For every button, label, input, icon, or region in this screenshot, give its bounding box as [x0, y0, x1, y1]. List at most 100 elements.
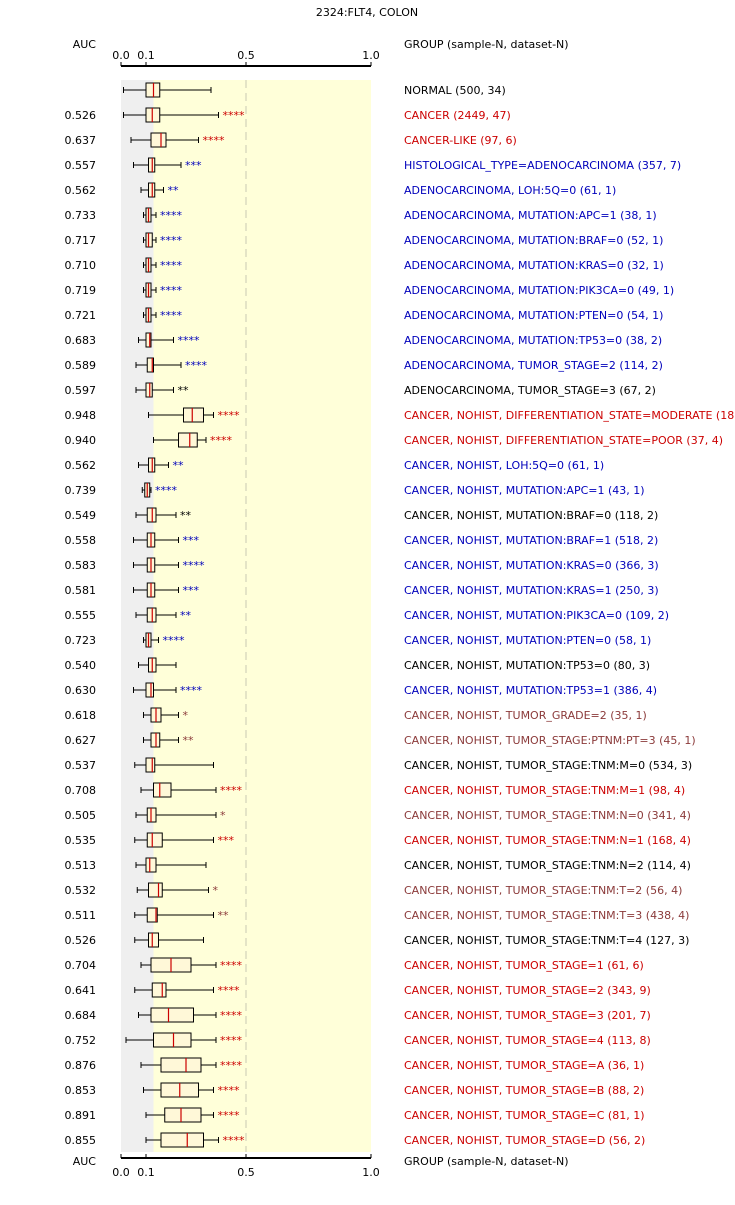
group-label: CANCER, NOHIST, TUMOR_STAGE=B (88, 2) — [404, 1084, 644, 1097]
box-row: ** 0.562 CANCER, NOHIST, LOH:5Q=0 (61, 1) — [65, 457, 604, 473]
significance-stars: **** — [185, 359, 208, 372]
iqr-box — [150, 1007, 194, 1023]
iqr-box — [145, 382, 153, 398]
iqr-box — [145, 857, 157, 873]
significance-stars: **** — [220, 784, 243, 797]
box-row: * 0.532 CANCER, NOHIST, TUMOR_STAGE:TNM:T=… — [65, 882, 682, 898]
box-row: **** 0.717 ADENOCARCINOMA, MUTATION:BRAF=0… — [65, 232, 663, 248]
highlight-region — [153, 80, 371, 1152]
auc-value: 0.513 — [65, 859, 97, 872]
significance-stars: **** — [220, 1059, 243, 1072]
group-label: CANCER-LIKE (97, 6) — [404, 134, 517, 147]
group-label: ADENOCARCINOMA, LOH:5Q=0 (61, 1) — [404, 184, 616, 197]
iqr-box — [146, 832, 163, 848]
bottom-axis-tick-label: 0.5 — [237, 1166, 255, 1179]
box-row: ** 0.549 CANCER, NOHIST, MUTATION:BRAF=0 (… — [65, 507, 658, 523]
auc-value: 0.637 — [65, 134, 97, 147]
group-label: ADENOCARCINOMA, MUTATION:BRAF=0 (52, 1) — [404, 234, 663, 247]
group-label: CANCER, NOHIST, MUTATION:TP53=1 (386, 4) — [404, 684, 657, 697]
auc-value: 0.641 — [65, 984, 97, 997]
chart-title: 2324:FLT4, COLON — [316, 6, 418, 19]
group-label: CANCER, NOHIST, TUMOR_STAGE:TNM:T=4 (127… — [404, 934, 689, 947]
auc-value: 0.940 — [65, 434, 97, 447]
significance-stars: ** — [180, 509, 192, 522]
box-row: **** 0.876 CANCER, NOHIST, TUMOR_STAGE=A (… — [65, 1057, 644, 1073]
auc-value: 0.562 — [65, 459, 97, 472]
iqr-box — [148, 882, 163, 898]
box-row: 0.537 CANCER, NOHIST, TUMOR_STAGE:TNM:M=0… — [65, 757, 692, 773]
significance-stars: **** — [183, 559, 206, 572]
significance-stars: **** — [160, 259, 183, 272]
auc-value: 0.752 — [65, 1034, 97, 1047]
auc-value: 0.739 — [65, 484, 97, 497]
iqr-box — [148, 182, 156, 198]
iqr-box — [146, 607, 157, 623]
significance-stars: **** — [220, 959, 243, 972]
auc-value: 0.540 — [65, 659, 97, 672]
significance-stars: **** — [203, 134, 226, 147]
significance-stars: **** — [160, 284, 183, 297]
group-label: CANCER, NOHIST, TUMOR_STAGE=3 (201, 7) — [404, 1009, 651, 1022]
significance-stars: ** — [183, 734, 195, 747]
iqr-box — [145, 107, 161, 123]
box-row: **** 0.641 CANCER, NOHIST, TUMOR_STAGE=2 (… — [65, 982, 651, 998]
group-label: CANCER, NOHIST, MUTATION:BRAF=0 (118, 2) — [404, 509, 658, 522]
significance-stars: **** — [178, 334, 201, 347]
iqr-box — [151, 982, 167, 998]
bottom-axis-tick-label: 0.1 — [137, 1166, 155, 1179]
box-row: ** 0.511 CANCER, NOHIST, TUMOR_STAGE:TNM:T… — [65, 907, 689, 923]
iqr-box — [145, 757, 156, 773]
significance-stars: **** — [220, 1009, 243, 1022]
significance-stars: **** — [223, 1134, 246, 1147]
iqr-box — [148, 457, 156, 473]
auc-value: 0.581 — [65, 584, 97, 597]
iqr-box — [160, 1132, 204, 1148]
group-label: CANCER, NOHIST, DIFFERENTIATION_STATE=MO… — [404, 409, 735, 422]
box-row: 0.513 CANCER, NOHIST, TUMOR_STAGE:TNM:N=2… — [65, 857, 691, 873]
top-axis-tick-label: 0.5 — [237, 49, 255, 62]
group-label: CANCER, NOHIST, TUMOR_STAGE:TNM:T=3 (438… — [404, 909, 689, 922]
box-row: **** 0.683 ADENOCARCINOMA, MUTATION:TP53=0… — [65, 332, 662, 348]
group-label: CANCER, NOHIST, TUMOR_STAGE:TNM:N=0 (341… — [404, 809, 691, 822]
box-row: **** 0.733 ADENOCARCINOMA, MUTATION:APC=1 … — [65, 207, 657, 223]
iqr-box — [145, 682, 154, 698]
auc-value: 0.723 — [65, 634, 97, 647]
significance-stars: *** — [183, 584, 200, 597]
significance-stars: **** — [160, 234, 183, 247]
box-row: **** 0.723 CANCER, NOHIST, MUTATION:PTEN=0… — [65, 632, 651, 648]
group-label: CANCER, NOHIST, TUMOR_STAGE=A (36, 1) — [404, 1059, 644, 1072]
auc-value: 0.853 — [65, 1084, 97, 1097]
auc-header-label: AUC — [73, 38, 97, 51]
group-label: HISTOLOGICAL_TYPE=ADENOCARCINOMA (357, 7… — [404, 159, 681, 172]
group-label: CANCER, NOHIST, TUMOR_STAGE=4 (113, 8) — [404, 1034, 651, 1047]
box-row: **** 0.526 CANCER (2449, 47) — [65, 107, 511, 123]
group-label: CANCER, NOHIST, TUMOR_STAGE:TNM:N=2 (114… — [404, 859, 691, 872]
significance-stars: * — [220, 809, 226, 822]
auc-value: 0.526 — [65, 934, 97, 947]
auc-value: 0.583 — [65, 559, 97, 572]
significance-stars: ** — [168, 184, 180, 197]
box-row: **** 0.704 CANCER, NOHIST, TUMOR_STAGE=1 (… — [65, 957, 644, 973]
auc-footer-label: AUC — [73, 1155, 97, 1168]
box-row: **** 0.853 CANCER, NOHIST, TUMOR_STAGE=B (… — [65, 1082, 644, 1098]
box-row: ** 0.562 ADENOCARCINOMA, LOH:5Q=0 (61, 1) — [65, 182, 616, 198]
auc-value: 0.876 — [65, 1059, 97, 1072]
auc-value: 0.589 — [65, 359, 97, 372]
significance-stars: *** — [185, 159, 202, 172]
iqr-box — [178, 432, 198, 448]
significance-stars: ** — [218, 909, 230, 922]
significance-stars: * — [183, 709, 189, 722]
group-label: CANCER, NOHIST, MUTATION:APC=1 (43, 1) — [404, 484, 645, 497]
bottom-axis-tick-label: 1.0 — [362, 1166, 380, 1179]
box-row: ** 0.627 CANCER, NOHIST, TUMOR_STAGE:PTNM:… — [65, 732, 696, 748]
significance-stars: ** — [173, 459, 185, 472]
box-row: *** 0.535 CANCER, NOHIST, TUMOR_STAGE:TNM:… — [65, 832, 691, 848]
auc-value: 0.683 — [65, 334, 97, 347]
significance-stars: **** — [210, 434, 233, 447]
significance-stars: **** — [160, 309, 183, 322]
box-row: *** 0.558 CANCER, NOHIST, MUTATION:BRAF=1 … — [65, 532, 658, 548]
significance-stars: *** — [218, 834, 235, 847]
top-axis-tick-label: 0.1 — [137, 49, 155, 62]
auc-value: 0.630 — [65, 684, 97, 697]
box-row: **** 0.739 CANCER, NOHIST, MUTATION:APC=1 … — [65, 482, 645, 498]
